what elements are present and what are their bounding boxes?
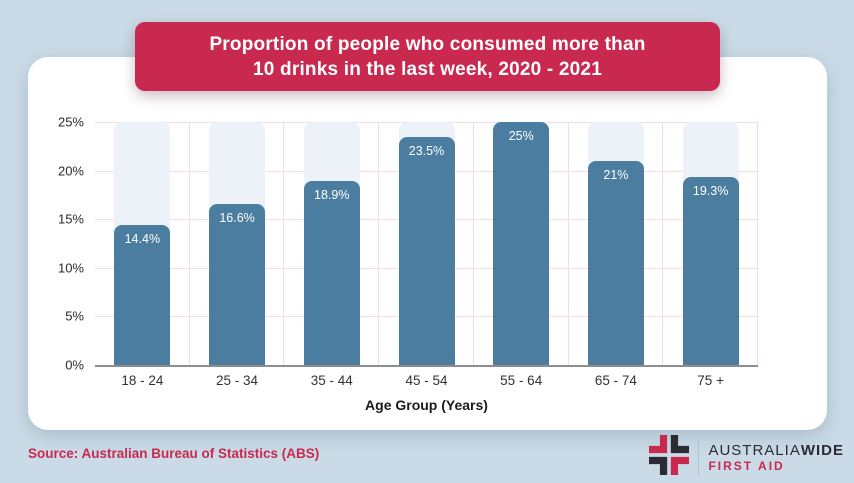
- gridline-vertical: [568, 122, 569, 365]
- x-tick-label: 55 - 64: [500, 373, 543, 388]
- bar-value-label: 14.4%: [124, 232, 161, 247]
- logo-divider: [698, 439, 700, 476]
- bar: 21%: [587, 160, 644, 365]
- gridline-vertical: [473, 122, 474, 365]
- gridline-vertical: [283, 122, 284, 365]
- brand-logo: AUSTRALIAWIDE FIRST AID: [649, 435, 844, 480]
- x-tick-label: 45 - 54: [405, 373, 448, 388]
- chart-panel: 0% 5% 10% 15% 20% 25% 14.4% 16.6% 18.9% 23.5% 25%…: [28, 57, 827, 430]
- logo-brand-name-bold: WIDE: [800, 442, 844, 459]
- x-axis-labels: 18 - 24 25 - 34 35 - 44 45 - 54 55 - 64 65 - …: [95, 373, 758, 391]
- x-tick-label: 25 - 34: [216, 373, 259, 388]
- bar-value-label: 21%: [603, 167, 629, 182]
- bar: 25%: [493, 122, 550, 365]
- chart-title-line-1: Proportion of people who consumed more t…: [209, 33, 646, 55]
- plot-area: 14.4% 16.6% 18.9% 23.5% 25% 21% 19.3%: [95, 122, 758, 367]
- y-tick-label: 0%: [65, 357, 84, 373]
- bar-value-label: 23.5%: [408, 143, 445, 158]
- y-tick-label: 5%: [65, 308, 84, 324]
- bar-value-label: 18.9%: [314, 188, 350, 203]
- y-tick-label: 15%: [57, 211, 84, 227]
- logo-brand-subtitle: FIRST AID: [708, 459, 785, 473]
- source-attribution: Source: Australian Bureau of Statistics …: [28, 446, 320, 461]
- bar: 16.6%: [209, 203, 266, 365]
- x-tick-label: 18 - 24: [121, 373, 164, 388]
- y-axis-labels: 0% 5% 10% 15% 20% 25%: [28, 115, 84, 373]
- gridline-vertical: [189, 122, 190, 365]
- chart-title-line-2: 10 drinks in the last week, 2020 - 2021: [253, 58, 602, 80]
- logo-brand-name: AUSTRALIAWIDE: [708, 442, 844, 459]
- bar-value-label: 19.3%: [692, 184, 729, 199]
- y-tick-label: 20%: [57, 163, 84, 179]
- x-tick-label: 35 - 44: [310, 373, 353, 388]
- chart-title-banner: Proportion of people who consumed more t…: [135, 22, 720, 91]
- bar: 23.5%: [398, 136, 455, 365]
- bar-value-label: 25%: [508, 129, 534, 143]
- cross-logo-icon: [649, 435, 690, 480]
- gridline-vertical: [378, 122, 379, 365]
- bar: 14.4%: [114, 225, 171, 365]
- gridline-vertical: [662, 122, 663, 365]
- logo-text: AUSTRALIAWIDE FIRST AID: [708, 442, 844, 473]
- bar: 18.9%: [303, 181, 360, 365]
- x-tick-label: 65 - 74: [594, 373, 637, 388]
- x-axis-title: Age Group (Years): [365, 397, 488, 413]
- gridline-vertical: [757, 122, 758, 365]
- logo-brand-name-regular: AUSTRALIA: [708, 442, 801, 459]
- y-tick-label: 25%: [57, 114, 84, 130]
- bar: 19.3%: [682, 177, 739, 365]
- y-tick-label: 10%: [57, 260, 84, 276]
- bar-value-label: 16.6%: [219, 210, 255, 225]
- x-tick-label: 75 +: [697, 373, 724, 388]
